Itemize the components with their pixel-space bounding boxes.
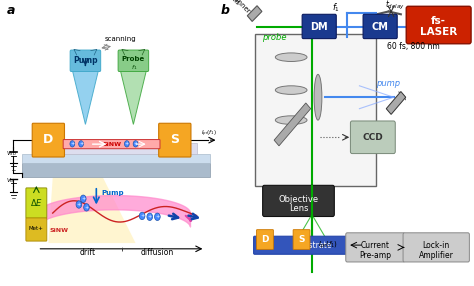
FancyBboxPatch shape <box>350 121 395 154</box>
Circle shape <box>147 213 153 221</box>
Circle shape <box>70 141 75 147</box>
Circle shape <box>79 141 83 147</box>
FancyBboxPatch shape <box>256 230 273 249</box>
Text: CCD: CCD <box>363 133 383 142</box>
FancyBboxPatch shape <box>363 14 397 39</box>
Circle shape <box>81 195 86 202</box>
Text: D: D <box>43 133 54 146</box>
Text: pump: pump <box>376 79 401 88</box>
Text: Met+: Met+ <box>29 226 44 231</box>
Text: +: + <box>81 196 85 201</box>
FancyBboxPatch shape <box>254 236 373 254</box>
Text: Objective: Objective <box>278 195 319 204</box>
Circle shape <box>125 141 129 147</box>
FancyBboxPatch shape <box>293 230 310 249</box>
Text: $t_{delay}$: $t_{delay}$ <box>385 0 405 12</box>
Text: +: + <box>148 214 152 219</box>
Circle shape <box>76 201 82 208</box>
Circle shape <box>133 141 138 147</box>
FancyBboxPatch shape <box>403 233 469 262</box>
Text: +: + <box>70 141 74 146</box>
Text: +: + <box>134 141 137 146</box>
Text: +: + <box>79 141 83 146</box>
FancyBboxPatch shape <box>26 218 47 241</box>
Polygon shape <box>37 143 197 154</box>
FancyBboxPatch shape <box>346 233 405 262</box>
Text: SiNW: SiNW <box>49 228 68 233</box>
FancyBboxPatch shape <box>263 185 334 217</box>
Text: Current: Current <box>361 241 390 250</box>
Polygon shape <box>247 6 262 21</box>
Text: +: + <box>77 202 81 207</box>
Text: 2-axis: 2-axis <box>222 0 241 7</box>
FancyBboxPatch shape <box>32 123 64 157</box>
FancyBboxPatch shape <box>26 188 47 218</box>
Text: Pump: Pump <box>102 190 124 196</box>
Text: S: S <box>298 235 305 244</box>
Text: Substrate: Substrate <box>294 241 332 250</box>
Text: $I_{pr}(f_1)$: $I_{pr}(f_1)$ <box>318 239 338 251</box>
Text: S: S <box>170 133 179 146</box>
Polygon shape <box>73 70 99 124</box>
Text: fs-: fs- <box>431 17 446 26</box>
Polygon shape <box>120 70 146 124</box>
Polygon shape <box>22 154 210 163</box>
Text: $f_1$: $f_1$ <box>131 63 138 72</box>
FancyBboxPatch shape <box>63 140 160 149</box>
Text: +: + <box>125 141 129 146</box>
Circle shape <box>155 213 160 221</box>
Text: $V_G$: $V_G$ <box>6 176 14 185</box>
Text: diffusion: diffusion <box>141 248 174 257</box>
FancyBboxPatch shape <box>118 50 149 72</box>
Polygon shape <box>48 177 136 243</box>
Text: DM: DM <box>310 22 328 31</box>
Text: +: + <box>84 205 89 210</box>
Text: $I_{pr}(f_1)$: $I_{pr}(f_1)$ <box>201 129 217 139</box>
Text: 60 fs, 800 nm: 60 fs, 800 nm <box>387 42 439 51</box>
Text: Pre-amp: Pre-amp <box>359 251 391 260</box>
Text: CM: CM <box>372 22 389 31</box>
Text: $V_{SD}$: $V_{SD}$ <box>6 149 17 158</box>
Circle shape <box>84 204 89 211</box>
Text: +: + <box>155 214 159 219</box>
Ellipse shape <box>275 116 307 124</box>
Text: LASER: LASER <box>420 27 457 37</box>
FancyBboxPatch shape <box>70 50 100 72</box>
Polygon shape <box>386 92 406 114</box>
Text: Amplifier: Amplifier <box>419 251 454 260</box>
Text: SiNW: SiNW <box>102 142 121 147</box>
Ellipse shape <box>275 86 307 94</box>
FancyBboxPatch shape <box>406 6 471 44</box>
Text: Scanner: Scanner <box>227 0 251 15</box>
Ellipse shape <box>314 74 322 120</box>
Text: Probe: Probe <box>122 57 145 62</box>
Text: Pump: Pump <box>73 55 98 65</box>
Text: probe: probe <box>262 33 286 42</box>
Polygon shape <box>274 103 310 146</box>
Text: Lock-in: Lock-in <box>423 241 450 250</box>
Circle shape <box>139 212 145 220</box>
Text: Lens: Lens <box>289 204 308 213</box>
Text: scanning: scanning <box>104 37 136 42</box>
Text: b: b <box>220 4 229 17</box>
Text: D: D <box>261 235 269 244</box>
FancyBboxPatch shape <box>302 14 336 39</box>
Text: a: a <box>7 4 15 17</box>
FancyBboxPatch shape <box>159 123 191 157</box>
Text: drift: drift <box>80 248 96 257</box>
Ellipse shape <box>275 53 307 61</box>
Text: $f_1$: $f_1$ <box>332 1 340 13</box>
Polygon shape <box>22 163 210 177</box>
Text: $\Delta E$: $\Delta E$ <box>30 197 43 208</box>
Text: +: + <box>140 213 144 219</box>
Bar <box>255 34 376 186</box>
